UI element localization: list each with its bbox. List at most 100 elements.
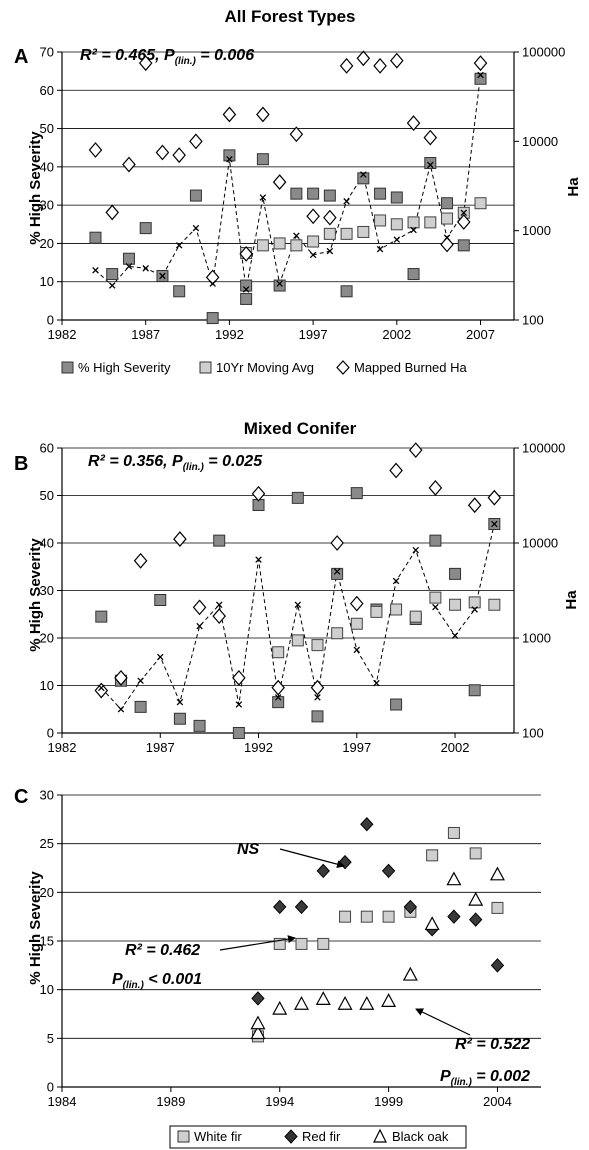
panel-b-burned-ha-point [487, 489, 502, 506]
panel-a-burned-ha-point [373, 57, 387, 74]
panel-b-burned-ha-point [212, 608, 227, 625]
panel-b-burned-ha-point [330, 535, 344, 551]
panel-b-burned-ha-point [428, 479, 443, 496]
panel-c-black-oak-point [424, 916, 440, 931]
panel-a-high-severity-point [240, 279, 253, 292]
panel-b-ytick-label: 50 [40, 488, 54, 503]
panel-b-dashed-line-point [137, 677, 144, 685]
panel-c-red-fir-point [273, 899, 287, 915]
panel-a-letter: A [14, 46, 28, 68]
panel-b-ytick-label: 60 [40, 441, 54, 456]
panel-c-red-fir-point [469, 912, 483, 927]
panel-b-dashed-line-point [157, 653, 164, 661]
panel-a-dashed-line-point [460, 209, 468, 217]
panel-a-high-severity-point [139, 222, 152, 235]
panel-c-black-oak-point [489, 866, 505, 881]
panel-b-dashed-line-point [294, 601, 302, 609]
legend-a-swatch-burned-ha [336, 360, 350, 375]
panel-c-red-fir-point [294, 899, 309, 915]
panel-a-dashed-line-point [393, 236, 401, 243]
panel-b-burned-ha-point [192, 599, 207, 616]
legend-a-swatch-moving-avg [199, 361, 212, 374]
panel-b-high-severity-point [429, 534, 442, 547]
panel-c-oak-r2: R² = 0.522 [455, 1036, 530, 1053]
panel-a-dashed-line-point [276, 280, 283, 287]
panel-a-moving-avg-point [441, 212, 454, 225]
panel-a-ytick-label: 40 [40, 159, 54, 174]
panel-a-high-severity-point [407, 268, 420, 281]
panel-a-dashed-line-point [443, 234, 451, 241]
panel-a-burned-ha-point [390, 52, 404, 69]
panel-a-title: All Forest Types [225, 7, 356, 26]
panel-c-ytick-label: 30 [40, 788, 54, 803]
panel-a-burned-ha-point [456, 214, 471, 230]
panel-c-red-fir-point [360, 816, 374, 832]
panel-a-moving-avg-point [307, 235, 320, 248]
panel-a-high-severity-point [173, 285, 186, 298]
panel-b-ytick-label: 40 [40, 536, 54, 551]
panel-a-dashed-line [95, 74, 481, 290]
panel-c-white-fir-point [317, 937, 330, 950]
panel-a-xtick-label: 1987 [131, 327, 160, 342]
panel-a-dashed-line-point [159, 272, 166, 280]
panel-a-burned-ha-point [105, 204, 120, 221]
panel-b-burned-ha-point [467, 497, 482, 514]
panel-b-xtick-label: 1997 [342, 740, 371, 755]
panel-b-high-severity-point [134, 700, 147, 713]
panel-b-ytick-label: 10 [40, 678, 54, 693]
panel-b: Mixed Conifer B R² = 0.356, P(lin.) = 0.… [14, 419, 580, 755]
panel-a-high-severity-point [474, 72, 487, 85]
panel-b-ytick-label: 20 [40, 631, 54, 646]
panel-b-stat-main: R² = 0.356, P [88, 453, 183, 470]
panel-b-moving-avg-point [429, 591, 442, 604]
panel-a-stat-tail: = 0.006 [196, 47, 254, 64]
panel-a-high-severity-point [390, 191, 403, 204]
panel-a-dashed-line-point [326, 247, 334, 255]
panel-b-dashed-line-point [451, 632, 459, 639]
panel-a-ytick-label: 10 [40, 274, 54, 289]
panel-a-burned-ha-point [289, 126, 304, 143]
panel-c-xtick-label: 1984 [48, 1094, 77, 1109]
panel-b-moving-avg-point [409, 610, 422, 623]
panel-a-ytick-label: 20 [40, 236, 54, 251]
panel-b-stat-tail: = 0.025 [204, 453, 263, 470]
panel-a-high-severity-point [457, 239, 470, 252]
panel-b-letter: B [14, 453, 28, 475]
panel-b-moving-avg-point [390, 603, 403, 616]
panel-c-legend: White fir Red fir Black oak [169, 1125, 467, 1149]
panel-c-xtick-label: 2004 [483, 1094, 512, 1109]
panel-b-high-severity-point [193, 719, 206, 732]
panel-c-red-fir-point [490, 958, 505, 973]
panel-a-legend: % High Severity 10Yr Moving Avg Mapped B… [61, 360, 468, 375]
panel-c-plot: 0 5 10 15 20 25 30 1984 1989 1994 1999 2004 [40, 788, 541, 1109]
panel-b-dashed-line-point [255, 556, 262, 563]
panel-a-high-severity-point [307, 187, 320, 200]
panel-b-moving-avg-point [311, 639, 324, 652]
panel-c-oak-p-sub: (lin.) [451, 1077, 473, 1088]
panel-c-letter: C [14, 786, 28, 808]
legend-a-label-moving-avg: 10Yr Moving Avg [216, 360, 314, 375]
panel-a-moving-avg-point [390, 218, 403, 231]
panel-a-high-severity-point [206, 312, 219, 325]
panel-a-dashed-line-point [293, 232, 300, 240]
panel-b-dashed-line-point [274, 694, 282, 701]
panel-c-white-arrow [219, 935, 296, 951]
panel-a-burned-ha-point [306, 208, 320, 225]
legend-c-swatch-black-oak [373, 1128, 387, 1143]
panel-a-high-severity-point [89, 231, 102, 244]
panel-c-xtick-label: 1994 [265, 1094, 294, 1109]
panel-a-ytick-label: 50 [40, 121, 54, 136]
panel-c-xtick-label: 1999 [374, 1094, 403, 1109]
panel-b-xtick-label: 2002 [441, 740, 470, 755]
panel-a-high-severity-point [441, 197, 454, 210]
panel-a-dashed-line-point [92, 266, 99, 274]
panel-b-burned-ha-point [133, 552, 148, 569]
panel-a-burned-ha-point [339, 57, 354, 74]
panel-c-black-oak-point [315, 991, 331, 1005]
panel-b-moving-avg-point [331, 627, 344, 640]
panel-c-white-fir-point [447, 826, 460, 839]
panel-b-moving-avg-point [350, 617, 363, 630]
panel-b-xtick-label: 1992 [244, 740, 273, 755]
panel-b-dashed-line-point [432, 603, 439, 611]
panel-a-high-severity-point [340, 285, 353, 298]
